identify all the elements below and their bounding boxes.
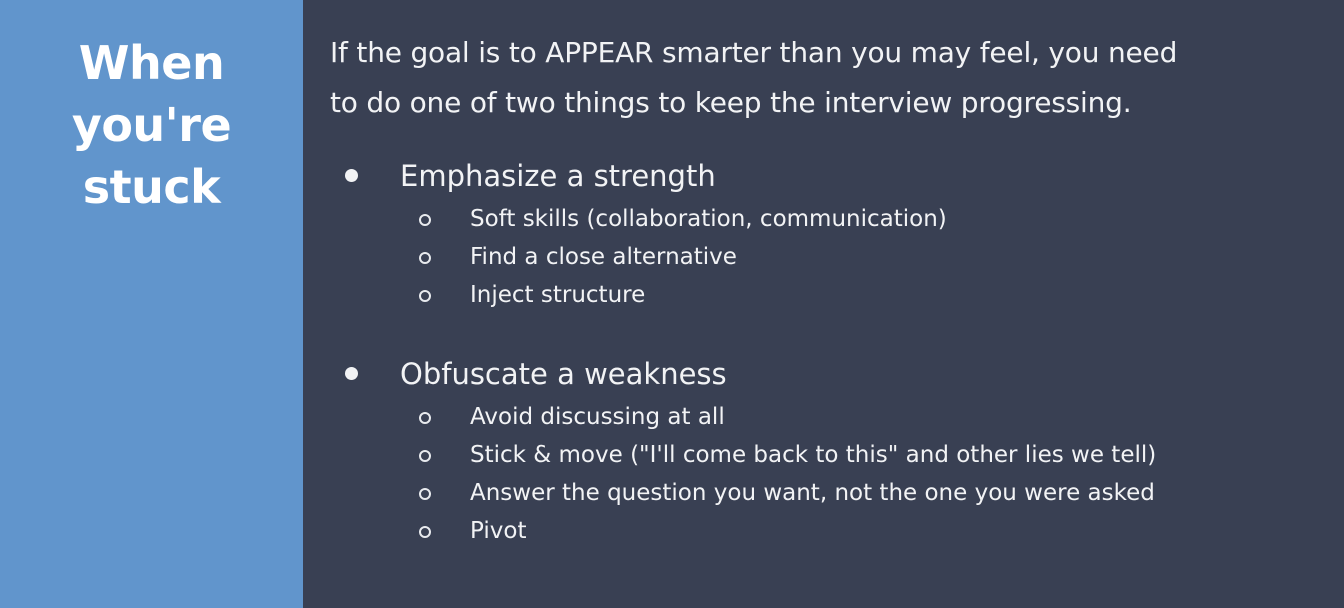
hollow-bullet-icon [419, 252, 431, 264]
sub-bullet-text: Answer the question you want, not the on… [470, 480, 1155, 506]
intro-paragraph: If the goal is to APPEAR smarter than yo… [330, 28, 1304, 128]
sub-bullet-item: Soft skills (collaboration, communicatio… [400, 200, 1304, 238]
sub-bullet-item: Avoid discussing at all [400, 398, 1304, 436]
hollow-bullet-icon [419, 412, 431, 424]
hollow-bullet-icon [419, 488, 431, 500]
slide-title-line: When [78, 36, 225, 90]
sub-bullet-item: Find a close alternative [400, 238, 1304, 276]
sub-bullet-text: Inject structure [470, 282, 646, 308]
sub-bullet-text: Find a close alternative [470, 244, 737, 270]
sub-bullet-list: Avoid discussing at all Stick & move ("I… [400, 398, 1304, 550]
slide-title-line: stuck [82, 160, 221, 214]
sub-bullet-item: Pivot [400, 512, 1304, 550]
sub-bullet-text: Soft skills (collaboration, communicatio… [470, 206, 947, 232]
sub-bullet-item: Stick & move ("I'll come back to this" a… [400, 436, 1304, 474]
bullet-item-strength: Emphasize a strength Soft skills (collab… [330, 152, 1304, 314]
intro-line: to do one of two things to keep the inte… [330, 86, 1132, 119]
slide-title-line: you're [71, 98, 232, 152]
bullet-dot-icon [345, 169, 358, 182]
sub-bullet-item: Answer the question you want, not the on… [400, 474, 1304, 512]
sub-bullet-text: Stick & move ("I'll come back to this" a… [470, 442, 1157, 468]
slide-title: When you're stuck [0, 32, 303, 218]
content-panel: If the goal is to APPEAR smarter than yo… [303, 0, 1344, 608]
hollow-bullet-icon [419, 526, 431, 538]
sidebar-panel: When you're stuck [0, 0, 303, 608]
hollow-bullet-icon [419, 290, 431, 302]
hollow-bullet-icon [419, 450, 431, 462]
hollow-bullet-icon [419, 214, 431, 226]
sub-bullet-text: Pivot [470, 518, 527, 544]
bullet-item-weakness: Obfuscate a weakness Avoid discussing at… [330, 350, 1304, 550]
bullet-list: Emphasize a strength Soft skills (collab… [330, 152, 1304, 550]
bullet-label: Emphasize a strength [400, 159, 716, 193]
bullet-label: Obfuscate a weakness [400, 357, 727, 391]
bullet-dot-icon [345, 367, 358, 380]
sub-bullet-text: Avoid discussing at all [470, 404, 725, 430]
sub-bullet-list: Soft skills (collaboration, communicatio… [400, 200, 1304, 314]
intro-line: If the goal is to APPEAR smarter than yo… [330, 36, 1178, 69]
sub-bullet-item: Inject structure [400, 276, 1304, 314]
